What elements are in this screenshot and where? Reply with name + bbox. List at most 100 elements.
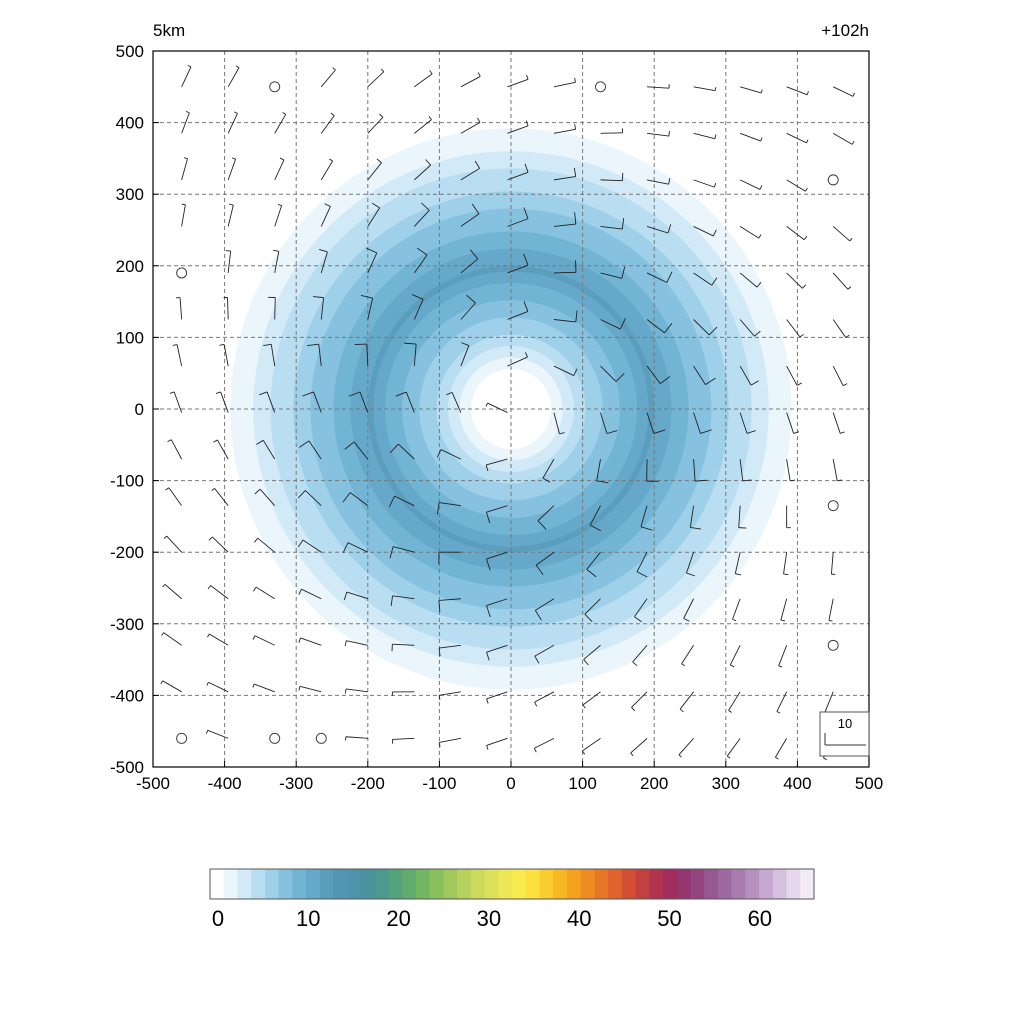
wind-barb-feather [162,584,166,588]
wind-barb-feather [713,183,717,188]
wind-barb-feather [796,382,802,386]
wind-barb-feather [730,664,735,668]
wind-barb-feather [664,323,673,334]
wind-barb-shaft [486,458,508,466]
wind-barb-feather [653,429,666,434]
colorbar-cell [566,869,582,899]
wind-barb-feather [313,296,324,299]
wind-barb-shaft [367,297,374,320]
wind-barb-shaft [460,258,479,274]
wind-barb-shaft [732,598,741,620]
wind-barb-shaft [486,505,508,513]
wind-barb-feather [746,430,756,434]
wind-barb-feather [756,282,762,288]
x-tick-label: -200 [351,774,385,793]
wind-barb-shaft [786,132,807,144]
wind-barb-shaft [739,412,748,434]
wind-barb-shaft [367,162,382,181]
colorbar-cell [388,869,403,899]
wind-barb-feather [525,120,529,126]
wind-barb-feather [225,250,231,252]
wind-barb-shaft [320,297,324,320]
wind-barb-feather [376,158,382,164]
level-label: 5km [153,21,185,40]
wind-barb-shaft [166,535,182,553]
wind-barb-shaft [553,319,576,323]
colorbar-cell [429,869,444,899]
wind-barb-feather [640,526,653,531]
wind-barb-shaft [320,206,331,227]
wind-barb-feather [307,343,319,346]
wind-barb-shaft [775,738,788,758]
wind-barb-shaft [210,585,229,600]
wind-barb-feather [404,342,417,345]
wind-barb-shaft [398,443,415,460]
wind-barb-feather [606,430,618,435]
wind-barb-feather [728,710,732,713]
colorbar-cell [512,869,527,899]
wind-barb-shaft [394,495,415,507]
wind-barb-shaft [413,344,417,367]
wind-barb-shaft [270,344,276,367]
wind-barb-feather [379,113,384,118]
wind-barb-feather [167,439,172,443]
wind-barb-shaft [739,365,752,386]
wind-barb-feather [282,112,286,115]
wind-barb-shaft [209,633,229,646]
wind-barb-feather [485,512,491,524]
wind-barb-shaft [253,683,275,693]
colorbar-cell [374,869,390,899]
wind-barb-shaft [786,319,801,338]
wind-barb-shaft [553,223,576,227]
wind-barb-feather [205,730,209,734]
wind-barb-shaft [739,272,758,288]
wind-barb-shaft [486,691,508,700]
x-tick-label: 500 [855,774,883,793]
wind-barb-feather [425,159,431,166]
colorbar-cell [786,869,801,899]
wind-barb-feather [799,333,804,338]
wind-barb-shaft [274,114,287,134]
wind-barb-feather [754,330,761,337]
colorbar-cell [772,869,788,899]
wind-barb-feather [695,479,708,482]
wind-barb-feather [678,754,682,758]
wind-barb-shaft [487,402,508,413]
colorbar-cell [251,869,266,899]
colorbar-cell [306,869,321,899]
wind-barb-feather [586,569,597,578]
wind-barb-feather [523,207,529,219]
wind-barb-feather [712,229,717,237]
wind-barb-shaft [308,440,322,460]
wind-barb-feather [533,748,537,753]
wind-barb-shaft [693,365,706,385]
wind-barb-shaft [640,505,648,527]
wind-barb-shaft [507,78,529,88]
wind-barb-shaft [227,251,232,274]
wind-barb-shaft [600,412,608,434]
colorbar-cell [704,869,719,899]
wind-barb-shaft [413,254,428,274]
wind-barb-feather [389,546,394,559]
wind-barb-shaft [729,645,741,666]
wind-barb-feather [302,391,314,397]
wind-barb-shaft [600,179,623,182]
wind-barb-shaft [345,736,368,739]
wind-barb-feather [574,212,577,225]
wind-barb-shaft [634,598,648,618]
wind-barb-feather [775,756,779,760]
wind-barb-feather [705,377,716,385]
wind-barb-feather [534,655,540,664]
wind-barb-shaft [600,319,621,330]
colorbar-cell [621,869,637,899]
time-label: +102h [821,21,869,40]
wind-barb-shaft [414,119,432,134]
wind-barb-feather [474,160,480,169]
wind-barb-shaft [392,643,415,646]
colorbar-cell [292,869,307,899]
wind-barb-feather [360,294,373,299]
wind-barb-shaft [217,439,229,460]
wind-barb-feather [185,111,190,114]
colorbar-cell [676,869,692,899]
